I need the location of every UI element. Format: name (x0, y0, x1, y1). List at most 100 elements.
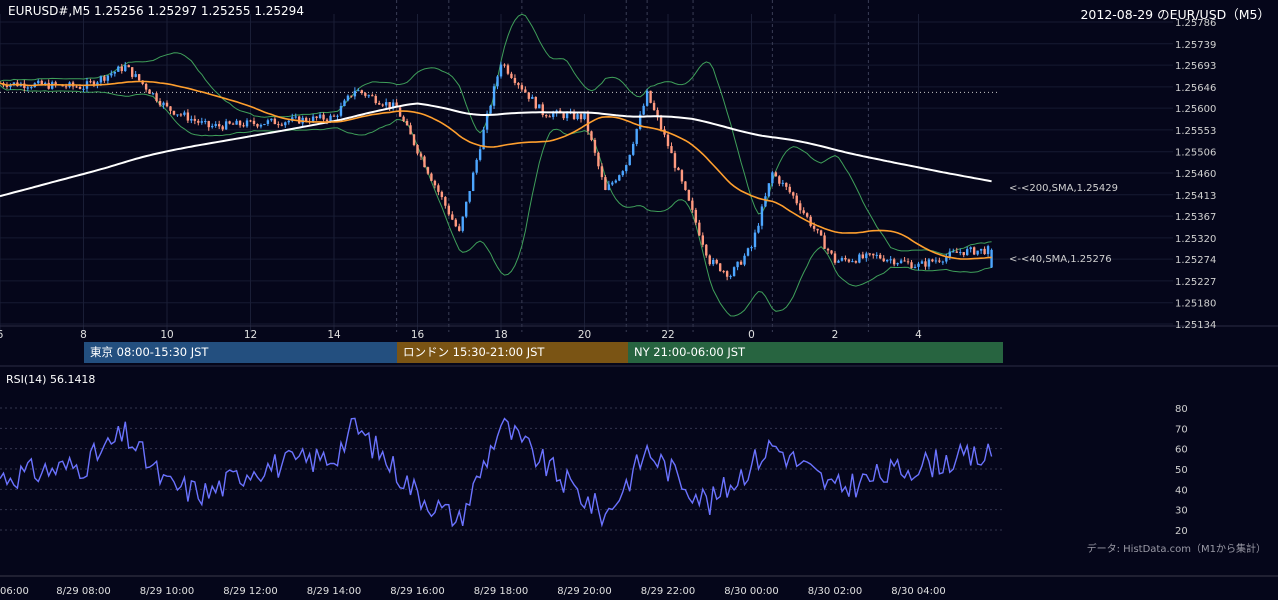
ohlc-readout: EURUSD#,M5 1.25256 1.25297 1.25255 1.252… (8, 4, 304, 18)
candle-body (409, 125, 412, 135)
candle-body (384, 102, 388, 106)
date-tick-label: 8/29 18:00 (474, 586, 528, 597)
candle-body (155, 93, 158, 101)
candle-body (412, 134, 416, 146)
hour-tick-label: 6 (0, 329, 4, 341)
candle-body (148, 89, 151, 94)
candle-body (197, 120, 200, 123)
price-tick-label: 1.25600 (1175, 104, 1216, 115)
candle-body (635, 128, 638, 144)
candle-body (454, 219, 457, 227)
candle-body (972, 247, 976, 255)
date-axis: 06:00 8/29 08:00 8/29 10:00 8/29 12:00 8/29 … (0, 586, 946, 597)
candle-body (767, 183, 771, 197)
hour-tick-label: 22 (661, 329, 674, 341)
candle-body (611, 182, 614, 185)
market-sessions-bar: 東京 08:00-15:30 JST ロンドン 15:30-21:00 JST … (84, 342, 1003, 363)
candle-body (979, 248, 983, 251)
candle-body (858, 254, 861, 263)
candle-body (875, 254, 878, 256)
candle-body (618, 175, 621, 181)
candle-body (364, 93, 367, 96)
candle-body (753, 232, 757, 248)
rsi-line (0, 417, 993, 528)
candle-body (854, 261, 858, 263)
candle-body (256, 124, 259, 127)
candle-body (238, 120, 242, 126)
candle-body (652, 102, 656, 111)
candle-body (37, 80, 40, 84)
grid-layer (0, 0, 1278, 367)
candle-body (131, 67, 134, 77)
candle-body (625, 165, 628, 172)
candle-body (847, 259, 851, 262)
hour-tick-label: 14 (327, 329, 341, 341)
candle-body (913, 266, 917, 269)
candle-body (287, 120, 290, 123)
candle-body (966, 249, 969, 256)
hour-tick-label: 12 (244, 329, 257, 341)
candle-body (263, 123, 266, 125)
candle-body (823, 235, 826, 249)
candle-body (645, 90, 649, 106)
candle-body (270, 118, 273, 121)
candle-body (628, 154, 631, 166)
candle-body (221, 126, 224, 130)
candle-body (249, 120, 252, 122)
candle-body (75, 86, 78, 88)
candle-body (127, 65, 130, 68)
candle-body (712, 259, 715, 265)
candle-body (252, 120, 256, 125)
candle-body (47, 82, 50, 89)
candle-body (346, 95, 350, 101)
candle-body (179, 114, 183, 116)
candle-body (304, 117, 308, 122)
candle-body (395, 102, 398, 108)
candle-body (607, 184, 611, 190)
hour-tick-label: 2 (832, 329, 839, 341)
candle-body (291, 117, 294, 121)
candle-body (78, 86, 82, 89)
candle-body (259, 124, 263, 127)
candle-body (725, 271, 729, 277)
candle-body (5, 85, 9, 87)
candle-body (437, 185, 440, 192)
candle-body (517, 82, 520, 86)
candle-body (471, 172, 475, 192)
candle-body (865, 253, 868, 259)
candle-body (193, 118, 197, 121)
candle-body (172, 110, 176, 115)
candle-body (659, 117, 663, 130)
candle-body (990, 249, 993, 268)
candle-body (579, 114, 583, 120)
candle-body (545, 115, 548, 117)
candle-body (551, 113, 555, 117)
candle-body (478, 149, 482, 160)
candle-body (531, 96, 534, 99)
candle-body (96, 82, 99, 86)
candle-body (906, 261, 910, 263)
candle-body (322, 114, 325, 120)
candle-body (785, 182, 788, 187)
candle-body (106, 75, 110, 81)
hour-tick-label: 16 (411, 329, 425, 341)
candle-body (837, 260, 840, 263)
candle-body (475, 159, 478, 173)
candle-body (781, 182, 785, 184)
candle-body (687, 189, 691, 201)
sma200-value-label: <-<200,SMA,1.25429 (1009, 183, 1118, 194)
date-tick-label: 8/29 22:00 (641, 586, 695, 597)
candle-body (332, 115, 336, 117)
candle-body (165, 102, 169, 107)
candle-body (729, 276, 732, 278)
candle-body (705, 244, 708, 256)
candle-body (746, 248, 750, 256)
candle-body (656, 110, 659, 118)
candle-body (99, 76, 103, 83)
candle-body (882, 258, 885, 262)
candle-body (945, 256, 948, 262)
date-tick-label: 8/29 08:00 (56, 586, 110, 597)
candle-body (899, 260, 903, 264)
candle-body (736, 261, 739, 268)
price-tick-label: 1.25506 (1175, 148, 1216, 159)
